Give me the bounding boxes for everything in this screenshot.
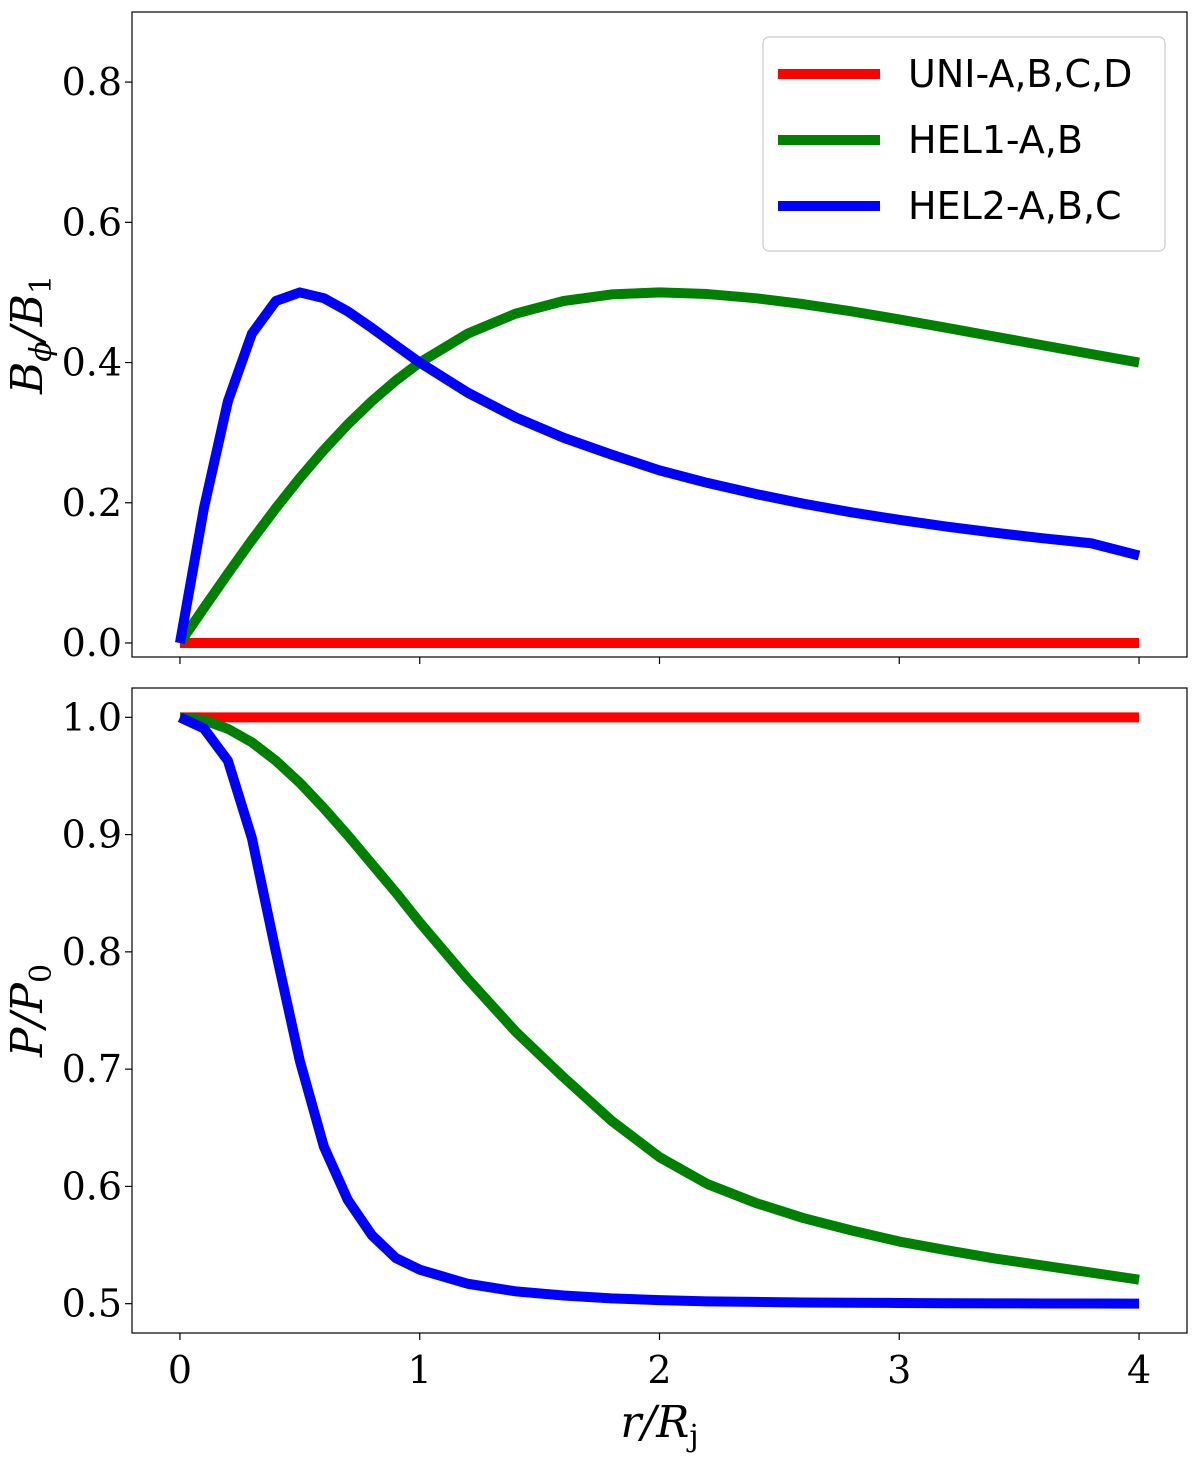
series-group <box>175 287 1141 648</box>
legend-label: HEL2-A,B,C <box>908 184 1122 228</box>
top-panel: 0.0 0.2 0.4 0.6 0.8 Bϕ/B1 <box>2 11 1188 665</box>
y-axis-label: P/P0 <box>2 964 59 1058</box>
x-tick-label: 4 <box>1127 1348 1151 1392</box>
y-tick-label: 0.8 <box>62 930 122 974</box>
y-tick-label: 0.5 <box>62 1282 122 1326</box>
x-tick-label: 1 <box>408 1348 432 1392</box>
series-line-hel2-a-b-c <box>177 712 1140 1309</box>
y-tick-label: 0.6 <box>62 200 122 244</box>
bottom-panel: 0 1 2 3 4 0.5 0.6 0.7 0.8 0.9 1.0 P/P0 r/Rj <box>2 687 1188 1454</box>
x-axis-label: r/Rj <box>620 1397 698 1454</box>
y-tick-label: 0.8 <box>62 60 122 104</box>
legend-label: UNI-A,B,C,D <box>908 52 1132 96</box>
y-axis-label: Bϕ/B1 <box>2 275 59 395</box>
series-line-hel1-a-b <box>175 287 1140 646</box>
legend-label: HEL1-A,B <box>908 118 1083 162</box>
series-group <box>177 712 1140 1309</box>
series-line-hel2-a-b-c <box>175 287 1141 644</box>
x-tick-label: 2 <box>647 1348 671 1392</box>
y-tick-label: 0.4 <box>62 341 122 385</box>
series-line-hel1-a-b <box>179 712 1140 1285</box>
x-tick-label: 3 <box>887 1348 911 1392</box>
y-tick-label: 0.0 <box>62 621 122 665</box>
y-tick-label: 0.6 <box>62 1164 122 1208</box>
legend: UNI-A,B,C,D HEL1-A,B HEL2-A,B,C <box>762 36 1166 252</box>
x-tick-label: 0 <box>168 1348 192 1392</box>
y-tick-label: 0.9 <box>62 813 122 857</box>
legend-box <box>762 36 1166 252</box>
y-tick-label: 0.7 <box>62 1047 122 1091</box>
y-tick-label: 1.0 <box>62 695 122 739</box>
y-tick-label: 0.2 <box>62 481 122 525</box>
